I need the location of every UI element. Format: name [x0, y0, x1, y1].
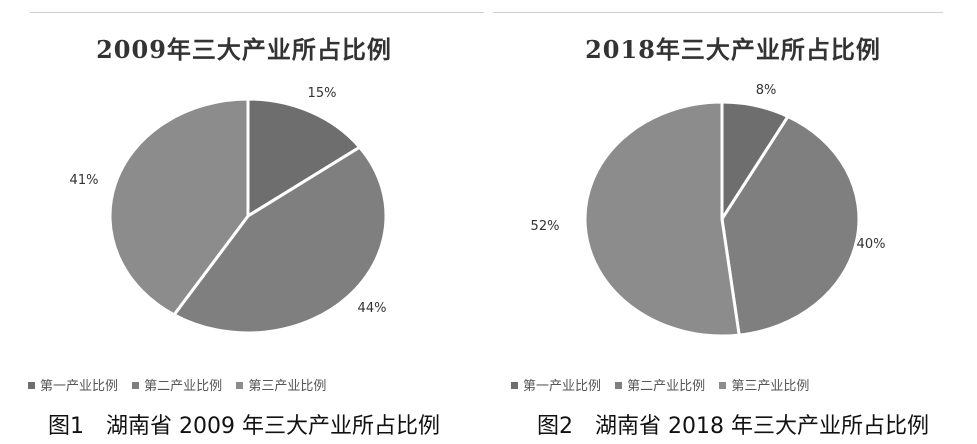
- figure-caption: 图1 湖南省 2009 年三大产业所占比例: [48, 414, 440, 439]
- legend-swatch: [615, 382, 623, 389]
- legend-item-secondary: 第二产业比例: [615, 375, 705, 394]
- legend-label: 第二产业比例: [144, 379, 223, 394]
- pie-chart-2018: 8% 40% 52%: [531, 83, 886, 338]
- figure-caption: 图2 湖南省 2018 年三大产业所占比例: [537, 414, 929, 439]
- legend: 第一产业比例 第二产业比例 第三产业比例: [511, 375, 819, 394]
- pie-chart-2009: 15% 44% 41%: [70, 86, 388, 335]
- legend-label: 第二产业比例: [627, 379, 706, 394]
- legend-swatch: [132, 382, 140, 389]
- legend-label: 第一产业比例: [40, 379, 119, 394]
- slice-percent-label: 44%: [358, 301, 387, 316]
- pie-slice-primary: [246, 97, 362, 219]
- legend-swatch: [511, 382, 518, 389]
- legend-swatch: [236, 382, 244, 389]
- legend-item-tertiary: 第三产业比例: [236, 375, 326, 394]
- legend-item-primary: 第一产业比例: [28, 375, 118, 394]
- chart-title: 2018年三大产业所占比例: [585, 35, 881, 64]
- top-divider: [30, 12, 484, 13]
- legend: 第一产业比例 第二产业比例 第三产业比例: [28, 375, 336, 394]
- legend-item-secondary: 第二产业比例: [132, 375, 222, 394]
- pie-slice-secondary: [171, 145, 388, 335]
- legend-label: 第三产业比例: [731, 379, 810, 394]
- chart-panel-2018: 2018年三大产业所占比例 8% 40% 52% 第一产业比例 第二产业比例 第三产…: [489, 0, 977, 444]
- pie-slice-tertiary: [108, 97, 250, 317]
- slice-percent-label: 8%: [756, 83, 777, 98]
- legend-item-primary: 第一产业比例: [511, 375, 601, 394]
- top-divider: [493, 12, 943, 13]
- slice-percent-label: 52%: [531, 219, 560, 234]
- slice-percent-label: 40%: [857, 237, 886, 252]
- legend-item-tertiary: 第三产业比例: [719, 375, 809, 394]
- chart-title: 2009年三大产业所占比例: [96, 35, 392, 64]
- slice-percent-label: 15%: [308, 86, 337, 101]
- slice-percent-label: 41%: [70, 173, 99, 188]
- legend-label: 第一产业比例: [523, 379, 602, 394]
- legend-label: 第三产业比例: [248, 379, 327, 394]
- legend-swatch: [719, 382, 727, 389]
- pie-slice-tertiary: [583, 100, 741, 338]
- legend-swatch: [28, 382, 35, 389]
- pie-slice-secondary: [720, 114, 861, 337]
- chart-panel-2009: 2009年三大产业所占比例 15% 44% 41% 第一产业比例 第二产业比例 第三…: [0, 0, 488, 444]
